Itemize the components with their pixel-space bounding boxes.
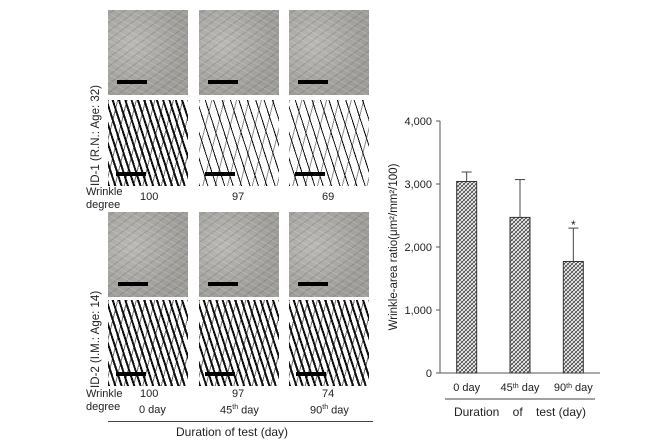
wrinkle-degree-value: 74 <box>322 388 335 400</box>
binary-image-id2-day45 <box>199 300 279 386</box>
scale-bar <box>208 282 238 286</box>
bar <box>562 260 584 374</box>
scale-bar <box>116 172 146 176</box>
scale-bar <box>295 172 325 176</box>
bar <box>509 216 531 374</box>
scale-bar <box>205 372 235 376</box>
axis-divider <box>108 421 373 422</box>
wrinkle-degree-value: 97 <box>232 388 245 400</box>
skin-image-id2-day0 <box>108 212 188 297</box>
day-label-45: 45th day <box>220 404 259 417</box>
left-xlabel: Duration of test (day) <box>176 425 289 439</box>
x-tick-label: 0 day <box>453 382 480 394</box>
bar <box>456 180 478 374</box>
scale-bar <box>298 80 328 84</box>
day-label-0: 0 day <box>139 404 166 416</box>
scale-bar <box>296 372 326 376</box>
y-tick-label: 1,000 <box>404 305 432 317</box>
x-tick-label: 45th day <box>501 382 540 394</box>
scale-bar <box>116 372 146 376</box>
y-axis-label: Wrinkle-area ratio(μm²/mm²/100) <box>388 163 400 330</box>
wrinkle-degree-value: 100 <box>140 191 159 203</box>
scale-bar <box>205 172 235 176</box>
day-label-90: 90th day <box>310 404 349 417</box>
wrinkle-label: Wrinkle <box>86 388 123 400</box>
wrinkle-degree-value: 97 <box>232 191 245 203</box>
y-tick-label: 4,000 <box>404 116 432 128</box>
x-tick-label: 90th day <box>554 382 593 394</box>
binary-image-id1-day90 <box>289 100 369 186</box>
scale-bar <box>298 282 328 286</box>
skin-image-id2-day90 <box>289 212 369 297</box>
binary-image-id1-day45 <box>199 100 279 186</box>
x-axis-label: Duration of test (day) <box>454 405 586 419</box>
wrinkle-degree-value: 69 <box>322 191 335 203</box>
wrinkle-label: Wrinkle <box>86 186 123 198</box>
wrinkle-degree-value: 100 <box>140 388 159 400</box>
binary-image-id1-day0 <box>108 100 188 186</box>
y-tick-label: 2,000 <box>404 242 432 254</box>
significance-marker: * <box>571 218 576 232</box>
degree-label: degree <box>86 401 121 413</box>
binary-image-id2-day0 <box>108 300 188 386</box>
y-tick-label: 3,000 <box>404 179 432 191</box>
degree-label: degree <box>86 199 121 211</box>
scale-bar <box>117 80 147 84</box>
binary-image-id2-day90 <box>289 300 369 386</box>
scale-bar <box>118 282 148 286</box>
y-tick-label: 0 <box>426 368 432 380</box>
scale-bar <box>208 80 238 84</box>
